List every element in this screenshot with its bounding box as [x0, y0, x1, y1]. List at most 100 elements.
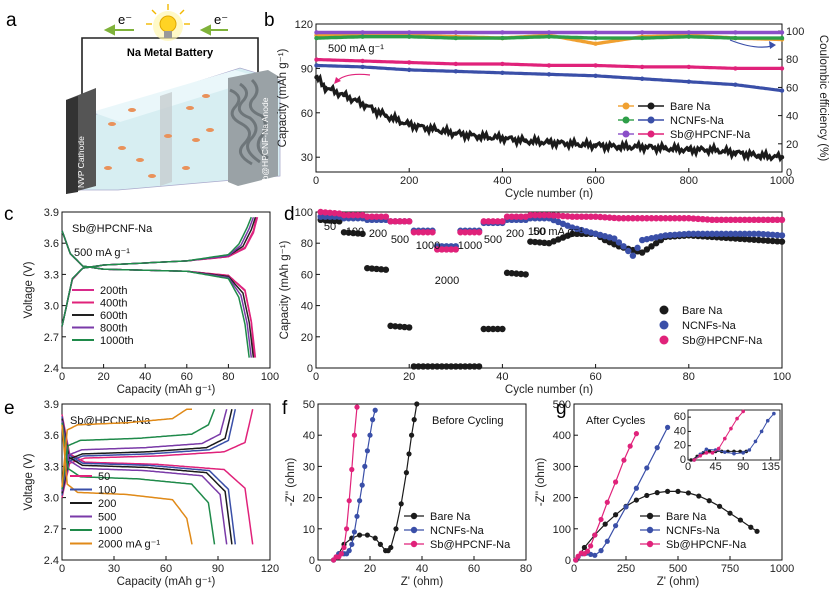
panel-c-chart: c Sb@HPCNF-Na 500 mA g⁻¹ 0 20 40 60 80 100 2.4…: [4, 204, 279, 396]
data-point: [475, 229, 483, 236]
data-point: [546, 30, 552, 35]
panel-letter-b: b: [264, 10, 275, 31]
data-point: [704, 230, 711, 238]
data-point: [629, 252, 637, 259]
data-point: [314, 57, 319, 62]
data-point: [615, 239, 623, 246]
y-tick-label: 80: [301, 238, 313, 250]
data-point: [452, 246, 459, 253]
data-point: [407, 30, 412, 35]
rate-label: 1000: [458, 240, 482, 252]
y-tick-label: 3.9: [44, 207, 59, 219]
inset-x-tick-label: 0: [685, 461, 691, 473]
legend-ce-marker: [622, 130, 630, 138]
anode-fibers: [229, 78, 269, 166]
data-point: [699, 230, 706, 238]
legend-label: 2000 mA g⁻¹: [98, 539, 160, 551]
legend-label: Bare Na: [666, 511, 707, 523]
x-tick-label: 60: [468, 563, 480, 575]
data-point: [527, 211, 534, 219]
data-point: [666, 231, 674, 239]
data-point: [546, 34, 552, 39]
discharge-curve: [61, 422, 216, 545]
inset-y-tick-label: 60: [674, 411, 686, 423]
data-point: [755, 216, 762, 223]
data-point: [633, 431, 640, 437]
data-point: [746, 216, 753, 223]
x-tick-label: 60: [181, 371, 193, 383]
discharge-curve: [61, 420, 228, 545]
data-point: [406, 218, 413, 225]
data-point: [732, 230, 739, 238]
data-point: [750, 230, 758, 238]
data-point: [382, 213, 390, 220]
data-point: [461, 229, 469, 236]
data-point: [323, 85, 328, 90]
y-tick-label: 100: [553, 524, 571, 536]
data-point: [639, 215, 646, 222]
y-tick-label: 500: [553, 399, 571, 411]
inset-data-point: [704, 447, 709, 452]
x-tick-label: 600: [586, 175, 604, 187]
data-point: [643, 246, 651, 253]
data-point: [764, 231, 772, 238]
data-point: [717, 503, 723, 509]
legend-label: 50: [98, 471, 110, 483]
data-point: [359, 482, 365, 488]
data-point: [680, 215, 688, 222]
rate-label: 200: [506, 228, 524, 240]
legend-label: Bare Na: [430, 511, 471, 523]
panel-letter-e: e: [4, 398, 15, 419]
data-point: [476, 134, 482, 139]
data-point: [741, 235, 748, 243]
y-tick-label: 60: [301, 108, 313, 120]
y2-axis-label: Coulombic efficiency (%): [817, 35, 829, 162]
data-point: [401, 218, 408, 225]
data-point: [383, 113, 389, 118]
charge-curve: [61, 408, 216, 490]
inset-data-point: [729, 426, 733, 431]
panel-g-title: After Cycles: [586, 415, 646, 427]
y-tick-label: 10: [303, 524, 315, 536]
x-tick-label: 100: [261, 371, 279, 383]
data-point: [341, 92, 347, 98]
x-tick-label: 20: [97, 371, 109, 383]
y-tick-label: 0: [309, 555, 315, 567]
data-point: [754, 528, 760, 534]
data-point: [438, 363, 446, 370]
data-point: [344, 526, 350, 532]
data-point: [336, 218, 343, 225]
data-point: [513, 270, 520, 277]
data-point: [627, 443, 633, 449]
data-point: [326, 209, 334, 216]
data-point: [736, 216, 744, 223]
data-point: [480, 325, 487, 333]
x-tick-label: 90: [212, 563, 224, 575]
legend-marker: [646, 540, 654, 548]
data-point: [779, 155, 785, 160]
data-point: [741, 230, 748, 238]
data-point: [368, 213, 376, 220]
panel-f-chart: f Before Cycling 0 20 40 60 80 0 10 20 30 40 50 Z' …: [282, 398, 532, 588]
charge-curve: [61, 409, 254, 498]
y-axis-label: Capacity (mAh g⁻¹): [279, 240, 291, 339]
data-point: [341, 544, 347, 551]
data-point: [587, 213, 595, 220]
data-point: [640, 30, 645, 35]
data-point: [611, 214, 618, 222]
data-point: [564, 213, 571, 220]
x-tick-label: 100: [773, 371, 791, 383]
data-point: [411, 417, 417, 423]
data-point: [686, 147, 691, 152]
data-point: [536, 239, 543, 246]
legend-label: Sb@HPCNF-Na: [666, 539, 747, 551]
data-point: [733, 35, 738, 41]
data-point: [485, 325, 492, 333]
data-point: [364, 532, 370, 538]
inset-x-tick-label: 45: [709, 461, 721, 473]
data-point: [346, 548, 352, 554]
data-point: [471, 229, 478, 236]
data-point: [686, 64, 691, 70]
data-point: [360, 101, 365, 107]
